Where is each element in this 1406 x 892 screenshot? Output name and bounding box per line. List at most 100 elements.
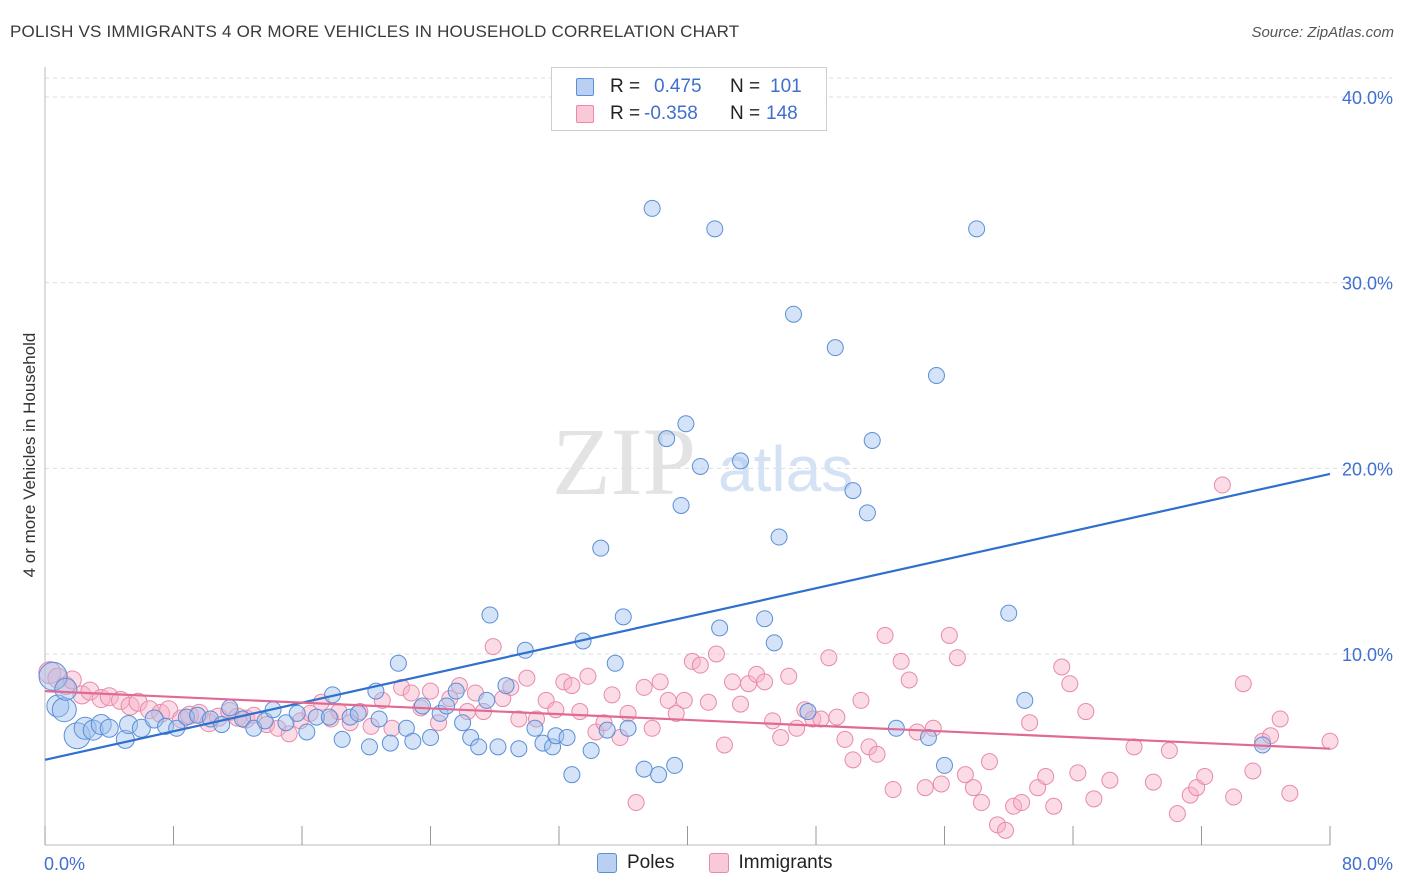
immigrants-point — [128, 692, 148, 712]
poles-point — [413, 697, 431, 715]
poles-point — [438, 697, 456, 715]
poles-point — [277, 714, 295, 732]
immigrants-point — [723, 673, 741, 691]
poles-point — [526, 719, 544, 737]
immigrants-point — [579, 667, 597, 685]
poles-point — [404, 732, 422, 750]
immigrants-point — [852, 691, 870, 709]
immigrants-point — [916, 779, 934, 797]
immigrants-point — [667, 704, 685, 722]
poles-point — [51, 697, 77, 723]
immigrants-point — [980, 753, 998, 771]
immigrants-point — [1168, 805, 1186, 823]
poles-point — [119, 715, 139, 735]
poles-point — [544, 738, 562, 756]
watermark: ZIP atlas — [552, 408, 853, 515]
immigrants-point — [1021, 714, 1039, 732]
y-tick-label: 40.0% — [1342, 88, 1393, 108]
poles-point — [711, 619, 729, 637]
poles-point — [349, 704, 367, 722]
immigrants-point — [1321, 732, 1339, 750]
poles-point — [470, 738, 488, 756]
poles-point — [677, 415, 695, 433]
legend-item-immigrants: Immigrants — [708, 852, 833, 874]
immigrants-point — [820, 649, 838, 667]
immigrants-legend-label: Immigrants — [738, 852, 833, 873]
poles-point — [341, 708, 359, 726]
immigrants-point — [788, 719, 806, 737]
poles-point — [765, 634, 783, 652]
poles-point — [534, 734, 552, 752]
poles-point — [936, 756, 953, 774]
immigrants-point — [619, 704, 637, 722]
poles-point — [858, 504, 876, 522]
poles-point — [307, 708, 325, 726]
immigrants-point — [844, 751, 862, 769]
immigrants-point — [756, 673, 774, 691]
immigrants-point — [651, 673, 669, 691]
immigrants-point — [139, 700, 159, 720]
poles-point — [770, 528, 788, 546]
poles-point — [99, 718, 119, 738]
immigrants-point — [635, 678, 653, 696]
immigrants-point — [884, 781, 902, 799]
legend-n-label: N = — [730, 76, 761, 97]
immigrants-point — [99, 687, 119, 707]
poles-legend-icon — [597, 853, 617, 873]
poles-point — [643, 199, 661, 217]
tick-labels: 10.0% 20.0% 30.0% 40.0% 0.0% 80.0% — [44, 88, 1393, 874]
immigrants-point — [518, 669, 536, 687]
immigrants-point — [940, 626, 958, 644]
poles-point — [635, 760, 653, 778]
immigrants-point — [675, 691, 693, 709]
immigrants-point — [373, 691, 391, 709]
poles-point — [54, 677, 78, 701]
poles-point — [563, 766, 581, 784]
immigrants-point — [828, 708, 846, 726]
immigrants-point — [997, 821, 1015, 839]
immigrants-point — [450, 677, 468, 695]
poles-point — [732, 452, 750, 470]
immigrants-point — [1061, 675, 1079, 693]
immigrants-point — [908, 723, 926, 741]
legend-r-label: R = — [610, 76, 641, 97]
immigrants-point — [683, 652, 701, 670]
immigrants-point — [972, 794, 990, 812]
immigrants-point — [280, 725, 298, 743]
poles-point — [919, 729, 937, 747]
immigrants-point — [876, 626, 894, 644]
immigrants-point — [1045, 797, 1063, 815]
legend-r-value: -0.358 — [644, 103, 698, 124]
immigrants-point — [1225, 788, 1243, 806]
series-legend: Poles Immigrants — [597, 852, 867, 874]
poles-point — [672, 496, 690, 514]
legend-r-label: R = — [610, 103, 641, 124]
immigrants-point — [422, 682, 439, 700]
immigrants-point — [764, 712, 782, 730]
immigrants-point — [892, 652, 910, 670]
immigrants-point — [964, 779, 982, 797]
poles-point — [598, 721, 616, 739]
legend-n-label: N = — [730, 103, 761, 124]
poles-point — [844, 482, 862, 500]
poles-point — [298, 723, 316, 741]
poles-point — [370, 710, 388, 728]
immigrants-point — [1196, 768, 1214, 786]
poles-point — [489, 738, 507, 756]
immigrants-point — [383, 719, 401, 737]
poles-point — [666, 756, 684, 774]
poles-point — [1016, 691, 1034, 709]
immigrants-point — [1244, 762, 1262, 780]
trend-lines — [44, 472, 1331, 761]
immigrants-point — [868, 745, 886, 763]
legend-n-value: 148 — [766, 103, 798, 124]
poles-point — [510, 740, 528, 758]
immigrants-point — [1213, 476, 1231, 494]
poles-point — [863, 431, 881, 449]
legend-n-value: 101 — [770, 76, 802, 97]
poles-point — [389, 654, 407, 672]
poles-legend-label: Poles — [627, 852, 675, 873]
immigrants-points — [38, 476, 1339, 839]
grid-lines — [45, 77, 1392, 655]
poles-point — [360, 738, 378, 756]
